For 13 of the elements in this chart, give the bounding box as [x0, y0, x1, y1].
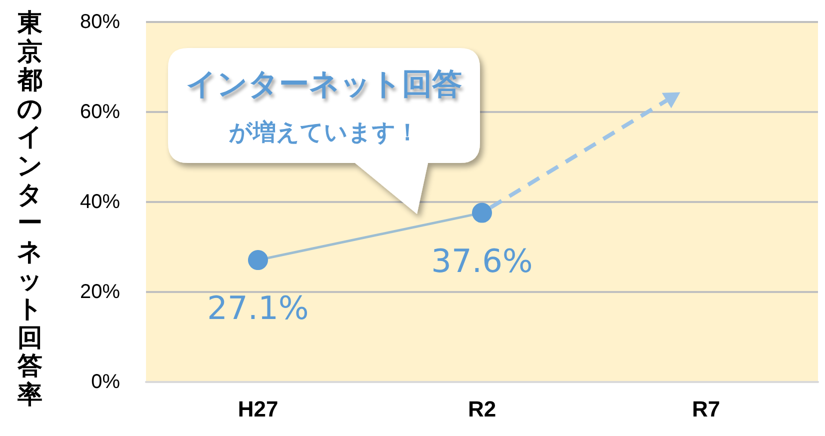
y-tick-label: 0%	[91, 371, 120, 393]
text: 東京都のインターネット回答率	[17, 8, 43, 409]
x-tick-label: R2	[468, 396, 496, 422]
annotation: インターネット回答	[186, 66, 462, 104]
x-tick-label: R7	[692, 396, 720, 422]
y-tick-label: 40%	[80, 191, 120, 213]
data-label: 37.6%	[431, 242, 533, 280]
y-tick-label: 80%	[80, 11, 120, 33]
y-tick-label: 60%	[80, 101, 120, 123]
y-tick-label: 20%	[80, 281, 120, 303]
annotation: が増えています！	[229, 118, 419, 148]
data-label: 27.1%	[207, 289, 309, 328]
x-tick-label: H27	[238, 396, 278, 422]
